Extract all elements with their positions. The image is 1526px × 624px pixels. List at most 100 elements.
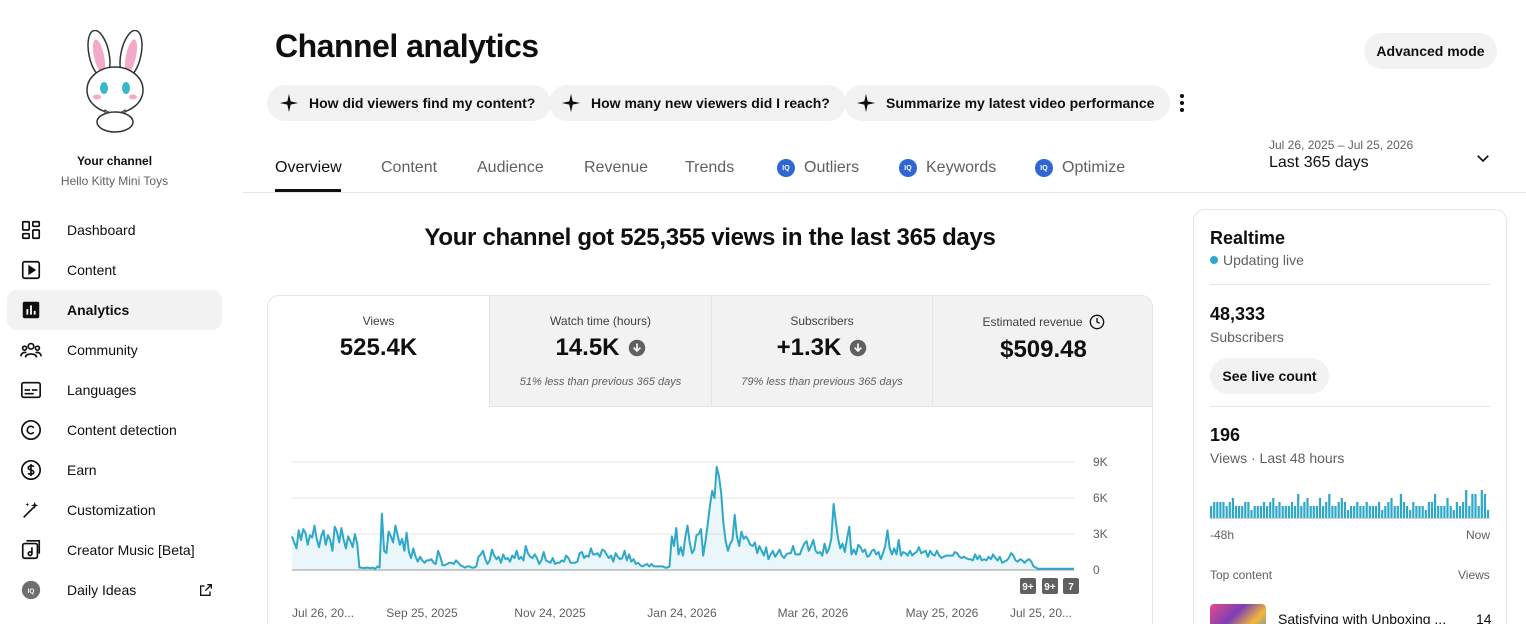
realtime-bar — [1365, 502, 1368, 518]
suggestion-chip[interactable]: How many new viewers did I reach? — [549, 85, 846, 121]
metric-tab-views[interactable]: Views 525.4K — [268, 296, 489, 407]
realtime-bar — [1241, 506, 1244, 518]
sidebar-item-label: Daily Ideas — [67, 582, 137, 598]
chip-label: How did viewers find my content? — [309, 95, 536, 111]
sidebar-item-customization[interactable]: Customization — [7, 490, 222, 530]
realtime-bar — [1256, 506, 1259, 518]
realtime-bar — [1312, 506, 1315, 518]
realtime-bar — [1455, 502, 1458, 518]
realtime-bar — [1343, 502, 1346, 518]
realtime-bar — [1362, 506, 1365, 518]
realtime-bar — [1238, 506, 1241, 518]
metric-label: Subscribers — [790, 314, 854, 328]
realtime-bar — [1378, 502, 1381, 518]
metric-label: Watch time (hours) — [550, 314, 651, 328]
realtime-bar — [1300, 506, 1303, 518]
channel-name: Hello Kitty Mini Toys — [60, 174, 169, 188]
date-range-selector[interactable]: Jul 26, 2025 – Jul 25, 2026 Last 365 day… — [1269, 138, 1413, 172]
realtime-bar — [1303, 502, 1306, 518]
sidebar-item-languages[interactable]: Languages — [7, 370, 222, 410]
sidebar-item-earn[interactable]: Earn — [7, 450, 222, 490]
metric-tab-subscribers[interactable]: Subscribers +1.3K 79% less than previous… — [711, 296, 932, 407]
realtime-bar — [1318, 498, 1322, 518]
realtime-bar — [1483, 494, 1486, 518]
realtime-bar — [1371, 506, 1374, 518]
realtime-axis-start: -48h — [1210, 528, 1235, 542]
realtime-bar — [1418, 506, 1421, 518]
realtime-bar — [1474, 494, 1477, 518]
languages-icon — [20, 379, 42, 401]
video-thumbnail[interactable] — [1210, 604, 1266, 624]
sidebar-item-analytics[interactable]: Analytics — [7, 290, 222, 330]
sidebar-item-label: Customization — [67, 502, 156, 518]
tab-trends[interactable]: Trends — [685, 159, 735, 176]
sidebar-item-content-detection[interactable]: Content detection — [7, 410, 222, 450]
arrow-down-circle-icon — [850, 339, 867, 357]
realtime-bar — [1381, 510, 1384, 518]
realtime-bar — [1213, 502, 1216, 518]
realtime-bar — [1396, 506, 1399, 518]
realtime-bar — [1406, 506, 1409, 518]
tab-revenue[interactable]: Revenue — [584, 159, 649, 176]
suggestion-chip[interactable]: Summarize my latest video performance — [844, 85, 1171, 121]
svg-text:IQ: IQ — [28, 588, 35, 595]
metric-label: Views — [362, 314, 395, 328]
video-marker[interactable] — [1020, 578, 1036, 594]
iq-icon: IQ — [777, 159, 795, 177]
realtime-bar — [1427, 502, 1430, 518]
sparkle-icon — [561, 93, 581, 113]
arrow-down-circle-icon — [628, 339, 645, 357]
realtime-bar — [1480, 490, 1483, 518]
realtime-bar — [1359, 506, 1362, 518]
video-marker[interactable] — [1042, 578, 1058, 594]
community-icon — [20, 339, 42, 361]
realtime-bar — [1315, 506, 1318, 518]
realtime-bar — [1390, 498, 1393, 518]
metric-tab-revenue[interactable]: Estimated revenue $509.48 — [932, 296, 1152, 407]
tab-content[interactable]: Content — [381, 159, 438, 176]
chip-label: Summarize my latest video performance — [886, 95, 1155, 111]
sidebar-item-dashboard[interactable]: Dashboard — [7, 210, 222, 250]
realtime-bar — [1225, 506, 1228, 518]
sidebar-item-daily-ideas[interactable]: IQ Daily Ideas — [7, 570, 222, 610]
sidebar-item-label: Content detection — [67, 422, 177, 438]
realtime-bar — [1272, 498, 1275, 518]
chevron-down-icon[interactable] — [1474, 149, 1492, 167]
suggestion-chip[interactable]: How did viewers find my content? — [267, 85, 552, 121]
sidebar-item-label: Creator Music [Beta] — [67, 542, 195, 558]
channel-avatar[interactable] — [71, 30, 159, 134]
realtime-bar — [1471, 494, 1474, 518]
metric-value: $509.48 — [1000, 336, 1087, 363]
tab-outliers[interactable]: IQ Outliers — [777, 157, 859, 179]
realtime-bar — [1222, 502, 1225, 518]
realtime-bar — [1452, 510, 1455, 518]
tab-overview[interactable]: Overview — [275, 159, 342, 176]
metric-label: Estimated revenue — [982, 315, 1083, 329]
sidebar-item-community[interactable]: Community — [7, 330, 222, 370]
date-range-dates: Jul 26, 2025 – Jul 25, 2026 — [1269, 138, 1414, 152]
realtime-bar — [1440, 506, 1443, 518]
realtime-bar — [1284, 506, 1287, 518]
advanced-mode-button[interactable]: Advanced mode — [1364, 33, 1497, 69]
realtime-card: Realtime Updating live 48,333 Subscriber… — [1193, 209, 1507, 624]
realtime-bar — [1353, 506, 1356, 518]
metric-tab-watch-time[interactable]: Watch time (hours) 14.5K 51% less than p… — [489, 296, 711, 407]
realtime-bar — [1421, 506, 1424, 518]
see-live-count-button[interactable]: See live count — [1210, 358, 1329, 394]
video-marker-label: 9+ — [1044, 582, 1056, 593]
tab-keywords[interactable]: IQ Keywords — [899, 157, 996, 179]
sidebar-item-content[interactable]: Content — [7, 250, 222, 290]
realtime-bar — [1334, 506, 1337, 518]
sidebar-item-creator-music[interactable]: Creator Music [Beta] — [7, 530, 222, 570]
video-marker[interactable] — [1063, 578, 1079, 594]
summary-headline: Your channel got 525,355 views in the la… — [424, 224, 996, 251]
more-options-icon[interactable] — [1172, 89, 1192, 117]
tab-optimize[interactable]: IQ Optimize — [1035, 157, 1125, 179]
realtime-bar — [1244, 502, 1247, 518]
top-content-title[interactable]: Satisfying with Unboxing ... — [1278, 611, 1447, 624]
metric-note: 51% less than previous 365 days — [519, 376, 682, 388]
y-tick-label: 3K — [1093, 527, 1108, 541]
y-tick-label: 6K — [1093, 491, 1108, 505]
tab-audience[interactable]: Audience — [477, 159, 544, 176]
sidebar-item-label: Analytics — [67, 302, 130, 318]
